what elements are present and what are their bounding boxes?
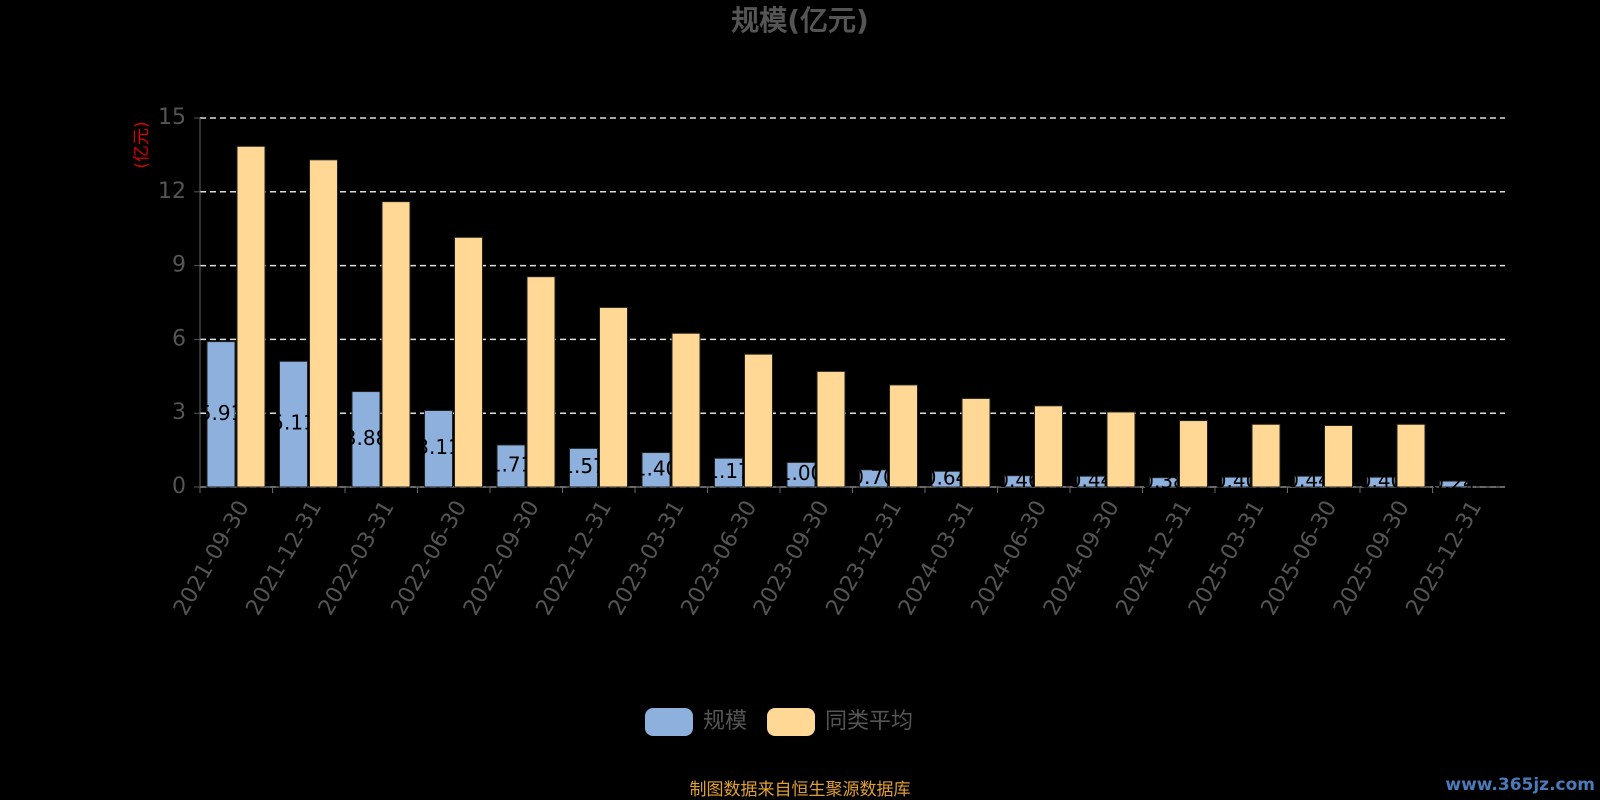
bar — [381, 201, 411, 488]
x-tick-label: 2025-12-31 — [1402, 497, 1488, 620]
y-tick-label: 15 — [158, 105, 186, 130]
bar — [744, 353, 773, 488]
data-label: 3.88 — [344, 426, 389, 450]
bar — [1324, 425, 1353, 488]
bar — [496, 444, 526, 488]
data-label: 3.11 — [416, 435, 461, 459]
data-label: 1.71 — [489, 452, 534, 476]
bar — [351, 391, 381, 488]
data-label: 0.38 — [1141, 469, 1186, 493]
y-tick-label: 3 — [172, 400, 186, 425]
bar — [714, 457, 743, 488]
footer: 制图数据来自恒生聚源数据库 — [690, 780, 911, 800]
legend-label: 规模 — [703, 709, 747, 734]
x-tick-label: 2021-12-31 — [242, 497, 328, 620]
bar — [1034, 405, 1063, 488]
data-label: 0.40 — [1214, 469, 1259, 493]
bar — [786, 461, 816, 488]
data-label: 1.40 — [634, 456, 679, 480]
x-tick-label: 2022-12-31 — [532, 497, 618, 620]
bar — [236, 145, 266, 488]
x-tick-label: 2024-03-31 — [894, 497, 980, 620]
bar — [1221, 476, 1251, 488]
bar — [424, 409, 453, 488]
data-label: 5.91 — [199, 401, 244, 425]
x-tick-label: 2024-12-31 — [1112, 497, 1198, 620]
bar — [816, 370, 846, 488]
x-tick-label: 2023-09-30 — [749, 497, 835, 620]
y-axis-label: (亿元) — [132, 121, 152, 168]
bar — [671, 332, 701, 488]
y-tick-label: 0 — [172, 474, 186, 499]
x-tick-label: 2021-09-30 — [169, 497, 255, 620]
y-tick-label: 12 — [158, 179, 186, 204]
data-label: 0.40 — [1359, 469, 1404, 493]
legend-swatch — [645, 708, 693, 736]
bar — [454, 236, 483, 488]
bar — [599, 306, 628, 488]
data-label: 0.46 — [996, 468, 1041, 492]
data-label: 5.11 — [271, 411, 316, 435]
bar — [206, 341, 236, 488]
y-tick-label: 9 — [172, 253, 186, 278]
bar — [1366, 476, 1396, 488]
x-tick-label: 2023-12-31 — [822, 497, 908, 620]
x-tick-label: 2025-06-30 — [1257, 497, 1343, 620]
bar — [309, 159, 338, 488]
bar — [1439, 480, 1468, 488]
bar — [1149, 477, 1178, 488]
bar — [1396, 423, 1426, 488]
legend-label: 同类平均 — [825, 709, 913, 734]
bar — [569, 447, 598, 488]
bar — [279, 360, 308, 488]
data-label: 0.24 — [1431, 471, 1476, 495]
x-tick-label: 2022-06-30 — [387, 497, 473, 620]
bar — [1294, 475, 1323, 488]
bar — [859, 469, 888, 488]
bar — [641, 452, 671, 488]
bar — [1004, 475, 1033, 488]
bar — [1076, 475, 1106, 488]
x-tick-label: 2025-03-31 — [1184, 497, 1270, 620]
bar — [889, 384, 918, 488]
bar — [1106, 411, 1136, 488]
legend-swatch — [767, 708, 816, 736]
bar — [961, 397, 991, 488]
x-tick-label: 2025-09-30 — [1329, 497, 1415, 620]
x-tick-label: 2022-09-30 — [459, 497, 545, 620]
bar — [1251, 423, 1281, 488]
bar — [526, 276, 556, 488]
bar — [1179, 420, 1208, 488]
x-tick-label: 2023-06-30 — [677, 497, 763, 620]
data-label: 1.57 — [561, 454, 606, 478]
data-label: 0.44 — [1286, 468, 1331, 492]
x-tick-label: 2023-03-31 — [604, 497, 690, 620]
x-tick-label: 2024-06-30 — [967, 497, 1053, 620]
y-tick-label: 6 — [172, 326, 186, 351]
watermark: www.365jz.com — [1445, 775, 1595, 795]
x-tick-label: 2024-09-30 — [1039, 497, 1125, 620]
data-label: 1.00 — [779, 461, 824, 485]
data-label: 0.64 — [924, 466, 969, 490]
data-label: 0.70 — [851, 465, 896, 489]
x-tick-label: 2022-03-31 — [314, 497, 400, 620]
bar — [931, 470, 961, 488]
data-label: 1.17 — [706, 459, 751, 483]
data-label: 0.44 — [1069, 468, 1114, 492]
chart-title: 规模(亿元) — [731, 4, 869, 37]
